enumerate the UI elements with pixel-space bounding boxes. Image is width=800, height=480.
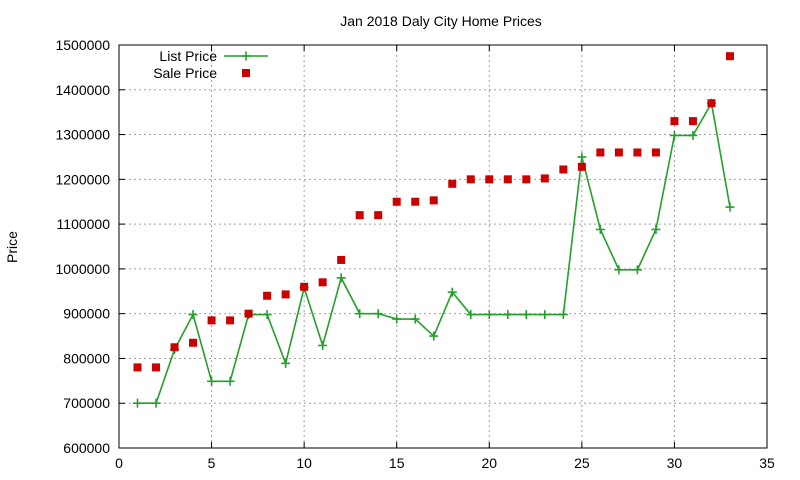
sale-price-point: [540, 174, 549, 183]
list-price-point: [632, 265, 642, 275]
x-tick-label: 5: [208, 455, 216, 471]
list-price-point: [466, 310, 476, 320]
sale-price-point: [411, 197, 420, 206]
sale-price-point: [577, 162, 586, 171]
sale-price-point: [170, 343, 179, 352]
sale-price-point: [374, 211, 383, 220]
list-price-point: [355, 309, 365, 319]
y-tick-label: 1000000: [55, 261, 110, 277]
list-price-point: [577, 152, 587, 162]
list-price-point: [484, 310, 494, 320]
series-layer: [133, 52, 735, 408]
sale-price-point: [725, 52, 734, 61]
list-price-point: [392, 314, 402, 324]
list-price-point: [688, 130, 698, 140]
sale-price-point: [133, 363, 142, 372]
sale-price-point: [448, 179, 457, 188]
list-price-line: [137, 100, 731, 405]
sale-price-point: [337, 255, 346, 264]
list-price-point: [318, 340, 328, 350]
list-price-point: [429, 331, 439, 341]
list-price-point: [373, 309, 383, 319]
list-price-point: [521, 310, 531, 320]
list-price-point: [151, 398, 161, 408]
sale-price-point: [466, 175, 475, 184]
list-price-point: [558, 310, 568, 320]
list-price-point: [725, 202, 735, 212]
list-price-point: [188, 310, 198, 320]
sale-price-point: [707, 99, 716, 108]
x-tick-label: 25: [574, 455, 590, 471]
y-tick-label: 1100000: [57, 216, 111, 232]
sale-price-point: [559, 165, 568, 174]
legend-label-list-price: List Price: [159, 48, 217, 64]
sale-price-point: [651, 148, 660, 157]
sale-price-point: [318, 278, 327, 287]
sale-price-point: [263, 291, 272, 300]
sale-price-point: [226, 316, 235, 325]
y-tick-label: 1400000: [55, 82, 110, 98]
sale-price-point: [596, 148, 605, 157]
y-tick-label: 600000: [63, 440, 110, 456]
sale-price-point: [614, 148, 623, 157]
list-price-point: [133, 398, 143, 408]
sale-price-point: [429, 196, 438, 205]
list-price-point: [447, 287, 457, 297]
list-price-point: [503, 310, 513, 320]
y-tick-label: 800000: [63, 350, 110, 366]
list-price-point: [225, 376, 235, 386]
x-tick-label: 20: [481, 455, 497, 471]
list-price-point: [614, 265, 624, 275]
sale-price-point: [281, 290, 290, 299]
list-price-point: [336, 273, 346, 283]
grid-layer: [119, 45, 767, 448]
x-tick-label: 15: [389, 455, 405, 471]
list-price-point: [410, 314, 420, 324]
sale-price-point: [392, 197, 401, 206]
list-price-point: [262, 310, 272, 320]
x-tick-label: 30: [667, 455, 683, 471]
y-tick-label: 1200000: [55, 171, 110, 187]
sale-price-point: [355, 211, 364, 220]
chart-title: Jan 2018 Daly City Home Prices: [340, 13, 542, 29]
sale-price-point: [522, 175, 531, 184]
sale-price-point: [300, 282, 309, 291]
sale-price-point: [503, 175, 512, 184]
x-tick-label: 0: [115, 455, 123, 471]
tick-layer: 0 5 10 15 20 25 30 35 600000 700000 800000 900000 10…: [55, 37, 775, 471]
plot-frame: [118, 44, 768, 449]
y-tick-label: 1300000: [55, 127, 110, 143]
list-price-point: [651, 224, 661, 234]
y-tick-label: 1500000: [55, 37, 110, 53]
sale-price-point: [485, 175, 494, 184]
list-price-point: [540, 310, 550, 320]
y-tick-label: 700000: [63, 395, 110, 411]
sale-price-point: [152, 363, 161, 372]
sale-price-point: [189, 338, 198, 347]
list-price-point: [207, 376, 217, 386]
legend-swatch-marker-sale-price: [242, 69, 250, 77]
sale-price-point: [244, 309, 253, 318]
x-tick-label: 35: [759, 455, 775, 471]
list-price-point: [281, 358, 291, 368]
sale-price-point: [633, 148, 642, 157]
x-tick-label: 10: [296, 455, 312, 471]
legend-label-sale-price: Sale Price: [153, 65, 217, 81]
sale-price-point: [207, 316, 216, 325]
list-price-point: [669, 130, 679, 140]
sale-price-point: [688, 117, 697, 126]
list-price-point: [595, 224, 605, 234]
sale-price-point: [670, 117, 679, 126]
y-tick-label: 900000: [63, 306, 110, 322]
legend-swatch-marker-list-price: [241, 51, 251, 61]
y-axis-title: Price: [4, 231, 20, 263]
